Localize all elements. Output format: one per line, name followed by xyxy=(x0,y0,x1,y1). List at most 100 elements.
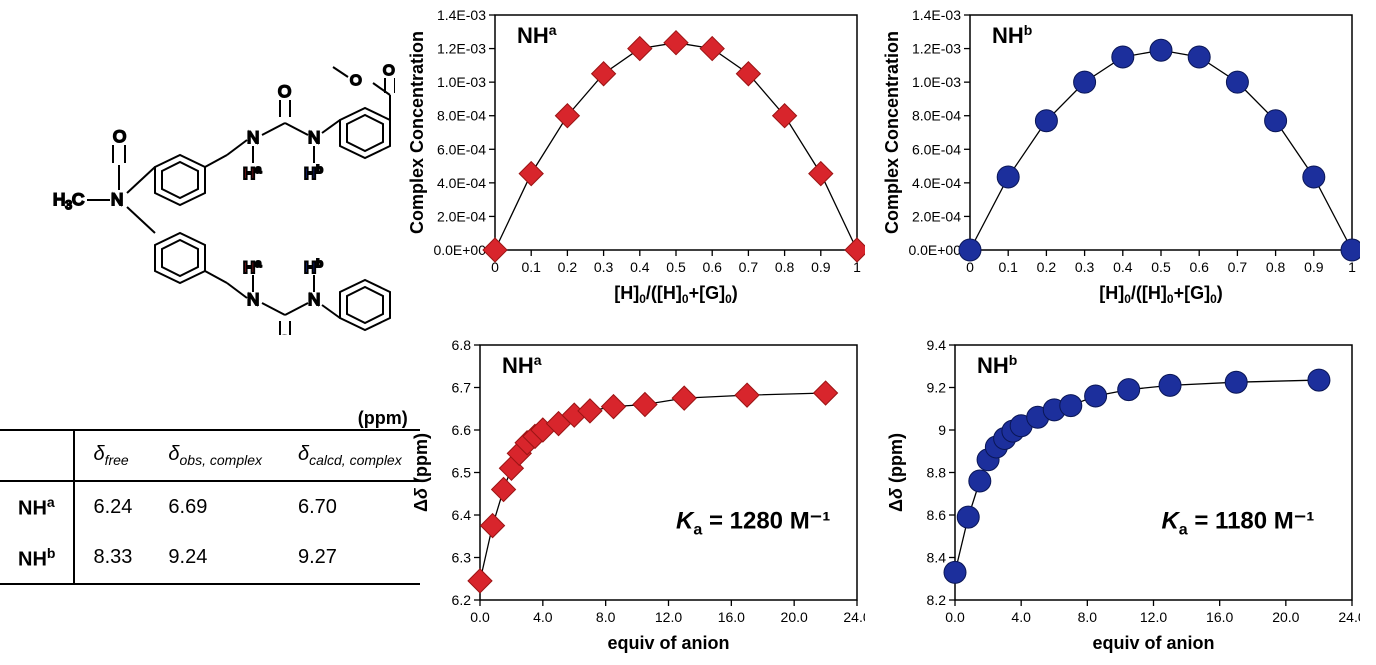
svg-text:4.0E-04: 4.0E-04 xyxy=(437,175,486,191)
svg-text:0.2: 0.2 xyxy=(558,259,578,275)
chemical-shift-table: (ppm) δfree δobs, complex δcalcd, comple… xyxy=(0,408,420,585)
svg-text:6.4: 6.4 xyxy=(452,507,472,523)
svg-text:8.0E-04: 8.0E-04 xyxy=(437,108,486,124)
svg-text:H3C: H3C xyxy=(53,190,84,212)
svg-text:equiv of anion: equiv of anion xyxy=(607,633,729,653)
svg-text:4.0: 4.0 xyxy=(533,609,553,625)
svg-text:8.4: 8.4 xyxy=(927,550,947,566)
svg-text:Ka = 1280 M⁻¹: Ka = 1280 M⁻¹ xyxy=(676,508,830,539)
svg-text:O: O xyxy=(113,127,126,146)
svg-text:8.0: 8.0 xyxy=(1078,609,1098,625)
svg-text:0.6: 0.6 xyxy=(1189,259,1209,275)
job-plot-nha: 0.0E+00 2.0E-04 4.0E-04 6.0E-04 8.0E-04 1.0E-… xyxy=(405,5,865,305)
job-plot-nhb: 0.0E+00 2.0E-04 4.0E-04 6.0E-04 8.0E-04 1.0E-… xyxy=(880,5,1360,305)
svg-text:0.7: 0.7 xyxy=(739,259,759,275)
svg-text:0.3: 0.3 xyxy=(1075,259,1095,275)
svg-text:8.8: 8.8 xyxy=(927,465,947,481)
svg-text:0.4: 0.4 xyxy=(630,259,650,275)
svg-text:24.0: 24.0 xyxy=(843,609,865,625)
svg-text:1.2E-03: 1.2E-03 xyxy=(912,41,961,57)
svg-text:1.4E-03: 1.4E-03 xyxy=(437,7,486,23)
svg-text:N: N xyxy=(111,190,123,209)
svg-text:Complex Concentration: Complex Concentration xyxy=(882,31,902,234)
col-calcd: δcalcd, complex xyxy=(280,430,420,481)
svg-text:Δδ (ppm): Δδ (ppm) xyxy=(411,433,431,512)
molecule-structure: H3C N O N Ha O N Hb O O xyxy=(15,5,395,335)
svg-text:N: N xyxy=(247,128,259,147)
svg-text:NHa: NHa xyxy=(502,352,542,378)
svg-text:0.9: 0.9 xyxy=(1304,259,1324,275)
svg-text:8.0E-04: 8.0E-04 xyxy=(912,108,961,124)
svg-text:equiv of anion: equiv of anion xyxy=(1092,633,1214,653)
svg-text:8.6: 8.6 xyxy=(927,507,947,523)
svg-text:6.7: 6.7 xyxy=(452,380,472,396)
svg-text:24.0: 24.0 xyxy=(1338,609,1360,625)
table-unit: (ppm) xyxy=(0,408,420,429)
svg-text:9.2: 9.2 xyxy=(927,380,947,396)
svg-text:0.4: 0.4 xyxy=(1113,259,1133,275)
svg-text:Δδ (ppm): Δδ (ppm) xyxy=(886,433,906,512)
svg-text:6.2: 6.2 xyxy=(452,592,472,608)
svg-text:1.0E-03: 1.0E-03 xyxy=(437,74,486,90)
col-obs: δobs, complex xyxy=(150,430,280,481)
svg-text:9: 9 xyxy=(938,422,946,438)
svg-text:Hb: Hb xyxy=(304,258,323,277)
svg-text:1.4E-03: 1.4E-03 xyxy=(912,7,961,23)
row-nhb: NHb xyxy=(0,533,74,585)
svg-text:20.0: 20.0 xyxy=(1272,609,1299,625)
svg-text:[H]0/([H]0+[G]0): [H]0/([H]0+[G]0) xyxy=(614,283,738,305)
svg-text:6.0E-04: 6.0E-04 xyxy=(437,141,486,157)
svg-text:N: N xyxy=(247,290,259,309)
svg-text:0.9: 0.9 xyxy=(811,259,831,275)
svg-text:Ha: Ha xyxy=(243,258,262,277)
svg-text:0.2: 0.2 xyxy=(1037,259,1057,275)
svg-text:6.8: 6.8 xyxy=(452,337,472,353)
svg-text:12.0: 12.0 xyxy=(1140,609,1167,625)
svg-text:0.0: 0.0 xyxy=(470,609,490,625)
svg-text:12.0: 12.0 xyxy=(655,609,682,625)
svg-text:O: O xyxy=(383,62,395,79)
svg-text:O: O xyxy=(278,82,291,101)
row-nha: NHa xyxy=(0,481,74,533)
svg-text:0.3: 0.3 xyxy=(594,259,614,275)
titration-plot-nhb: 8.2 8.4 8.6 8.8 9 9.2 9.4 0.0 4.0 8.0 12.0 16.0 20.0… xyxy=(880,335,1360,655)
svg-text:NHb: NHb xyxy=(977,352,1017,378)
svg-text:2.0E-04: 2.0E-04 xyxy=(912,208,961,224)
svg-text:4.0E-04: 4.0E-04 xyxy=(912,175,961,191)
svg-text:2.0E-04: 2.0E-04 xyxy=(437,208,486,224)
svg-text:Ka = 1180 M⁻¹: Ka = 1180 M⁻¹ xyxy=(1161,508,1314,539)
svg-text:NHa: NHa xyxy=(517,22,557,48)
svg-text:16.0: 16.0 xyxy=(1206,609,1233,625)
svg-text:N: N xyxy=(308,290,320,309)
svg-text:0.8: 0.8 xyxy=(775,259,795,275)
svg-text:1.2E-03: 1.2E-03 xyxy=(437,41,486,57)
svg-text:0.7: 0.7 xyxy=(1228,259,1248,275)
svg-text:0.0E+00: 0.0E+00 xyxy=(433,242,486,258)
svg-text:0.0E+00: 0.0E+00 xyxy=(908,242,961,258)
svg-text:8.2: 8.2 xyxy=(927,592,947,608)
svg-text:0.1: 0.1 xyxy=(998,259,1018,275)
svg-text:[H]0/([H]0+[G]0): [H]0/([H]0+[G]0) xyxy=(1099,283,1223,305)
svg-text:6.5: 6.5 xyxy=(452,465,472,481)
svg-text:NHb: NHb xyxy=(992,22,1032,48)
svg-text:4.0: 4.0 xyxy=(1011,609,1031,625)
svg-text:O: O xyxy=(278,332,291,335)
svg-text:O: O xyxy=(350,72,362,89)
svg-text:N: N xyxy=(308,128,320,147)
svg-text:0.6: 0.6 xyxy=(702,259,722,275)
svg-text:Ha: Ha xyxy=(243,164,262,183)
svg-text:6.0E-04: 6.0E-04 xyxy=(912,141,961,157)
svg-text:0.5: 0.5 xyxy=(1151,259,1171,275)
svg-text:16.0: 16.0 xyxy=(718,609,745,625)
svg-text:0.0: 0.0 xyxy=(945,609,965,625)
svg-text:1.0E-03: 1.0E-03 xyxy=(912,74,961,90)
col-free: δfree xyxy=(74,430,150,481)
svg-text:9.4: 9.4 xyxy=(927,337,947,353)
svg-text:Complex Concentration: Complex Concentration xyxy=(407,31,427,234)
svg-text:8.0: 8.0 xyxy=(596,609,616,625)
svg-text:0.1: 0.1 xyxy=(521,259,541,275)
titration-plot-nha: 6.26.36.46.56.66.76.80.04.08.012.016.020… xyxy=(405,335,865,655)
svg-text:Hb: Hb xyxy=(304,164,323,183)
svg-text:20.0: 20.0 xyxy=(781,609,808,625)
svg-text:0.5: 0.5 xyxy=(666,259,686,275)
